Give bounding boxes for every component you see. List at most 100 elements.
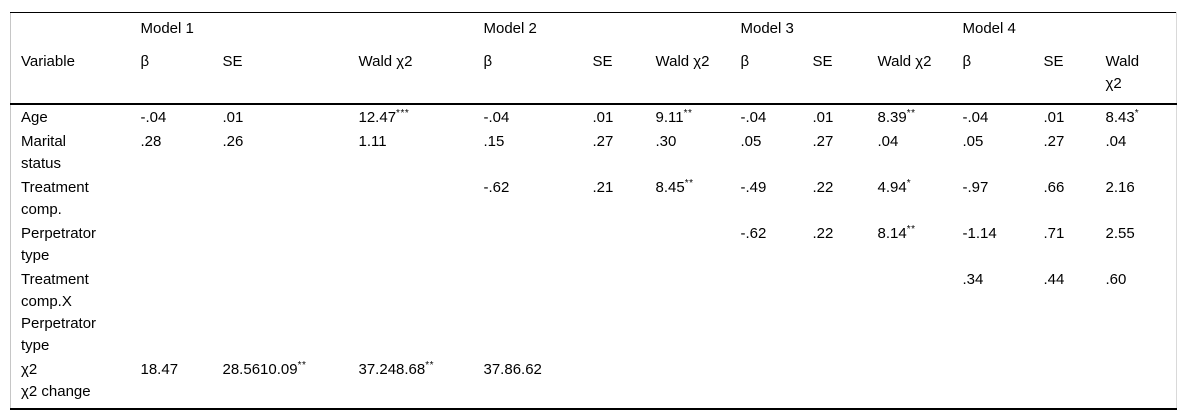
value-cell: .01 [213,104,349,129]
cell-value: .44 [1043,271,1065,288]
m4-se-header: SE [1033,49,1096,105]
value-cell [349,221,474,267]
regression-table: Model 1 Model 2 Model 3 Model 4 Variable… [10,12,1178,410]
m3-wald-header: Wald χ2 [867,49,953,105]
m1-beta-header: β [130,49,213,105]
value-cell: .01 [583,104,646,129]
value-cell: .60 [1096,267,1177,357]
value-cell [131,267,213,357]
value-cell: .44 [1034,267,1096,357]
table-row: Marital status .28 .26 1.11 .15 .27 .30 .05 .27.… [11,129,1177,175]
value-cell [646,221,731,267]
value-cell [803,357,868,409]
value-cell: .26 [213,129,349,175]
value-cell [131,175,213,221]
significance-stars: ** [906,108,916,119]
value-cell: 8.45** [646,175,731,221]
value-cell [803,267,868,357]
value-cell: .21 [583,175,646,221]
value-cell: 2.55 [1096,221,1177,267]
significance-stars: * [1134,108,1140,119]
value-cell: .71 [1034,221,1096,267]
value-cell: .27 [1034,129,1096,175]
value-cell: .22 [803,221,868,267]
value-cell [646,357,731,409]
value-cell: 9.11** [646,104,731,129]
value-cell: -.04 [953,104,1034,129]
value-cell: 28.5610.09** [213,357,349,409]
table-row: χ2 χ2 change 18.47 28.5610.09** 37.248.68**… [11,357,1177,409]
value-cell [583,267,646,357]
value-cell [583,357,646,409]
cell-value: 12.47 [358,109,397,126]
cell-value: 2.16 [1105,179,1135,196]
m4-wald-header: Wald χ2 [1095,49,1177,105]
cell-value: -.04 [140,109,167,126]
value-cell [131,221,213,267]
value-cell [474,267,583,357]
model-2-header: Model 2 [483,20,537,37]
value-cell: .01 [803,104,868,129]
cell-value: .22 [812,179,834,196]
regression-table-container: Model 1 Model 2 Model 3 Model 4 Variable… [10,12,1178,410]
value-cell [213,221,349,267]
value-cell: .01 [1034,104,1096,129]
value-cell [868,357,953,409]
significance-stars: * [906,178,912,189]
value-cell [731,357,803,409]
m2-se-header: SE [582,49,646,105]
value-cell [349,175,474,221]
model-4-header: Model 4 [962,20,1016,37]
value-cell: 37.248.68** [349,357,474,409]
value-cell [646,267,731,357]
cell-value: .30 [655,133,677,150]
value-cell [213,267,349,357]
value-cell [583,221,646,267]
value-cell [953,357,1034,409]
column-header-row: Variable β SE Wald χ2 β SE Wald χ2 β SE … [10,49,1177,105]
m2-beta-header: β [473,49,583,105]
value-cell: .15 [474,129,583,175]
table-row: Age -.04.01 12.47*** -.04.01 9.11** -.04.01 8.… [11,104,1177,129]
variable-label: Treatment comp.X Perpetrator type [21,271,97,354]
model-header-row: Model 1 Model 2 Model 3 Model 4 [11,13,1177,50]
m1-wald-header: Wald χ2 [348,49,474,105]
value-cell [213,175,349,221]
cell-value: .34 [962,271,984,288]
cell-value: .05 [962,133,984,150]
cell-value: 1.11 [358,133,387,150]
significance-stars: ** [683,108,693,119]
cell-value: 8.45 [655,179,685,196]
table-header: Model 1 Model 2 Model 3 Model 4 Variable… [10,13,1177,105]
value-cell: 8.43* [1096,104,1177,129]
cell-value: .27 [1043,133,1065,150]
cell-value: 8.39 [877,109,907,126]
cell-value: 37.248.68 [358,361,426,378]
value-cell: -1.14 [953,221,1034,267]
cell-value: .05 [740,133,762,150]
value-cell: .28 [131,129,213,175]
value-cell: 8.39** [868,104,953,129]
m3-beta-header: β [730,49,803,105]
table-body: Age -.04.01 12.47*** -.04.01 9.11** -.04.01 8.… [11,104,1177,409]
m4-beta-header: β [952,49,1034,105]
table-row: Treatment comp.X Perpetrator type .34 .44.… [11,267,1177,357]
variable-label: Treatment comp. [21,179,89,218]
model-3-header: Model 3 [740,20,794,37]
value-cell: 1.11 [349,129,474,175]
value-cell: -.62 [731,221,803,267]
cell-value: .28 [140,133,162,150]
value-cell [349,267,474,357]
significance-stars: ** [425,360,435,371]
value-cell: .27 [803,129,868,175]
value-cell: 2.16 [1096,175,1177,221]
cell-value: 37.86.62 [483,361,542,378]
value-cell: -.97 [953,175,1034,221]
cell-value: 18.47 [140,361,179,378]
significance-stars: ** [684,178,694,189]
value-cell: -.04 [131,104,213,129]
value-cell [868,267,953,357]
cell-value: .22 [812,225,834,242]
variable-label: Marital status [21,133,67,172]
value-cell: -.49 [731,175,803,221]
